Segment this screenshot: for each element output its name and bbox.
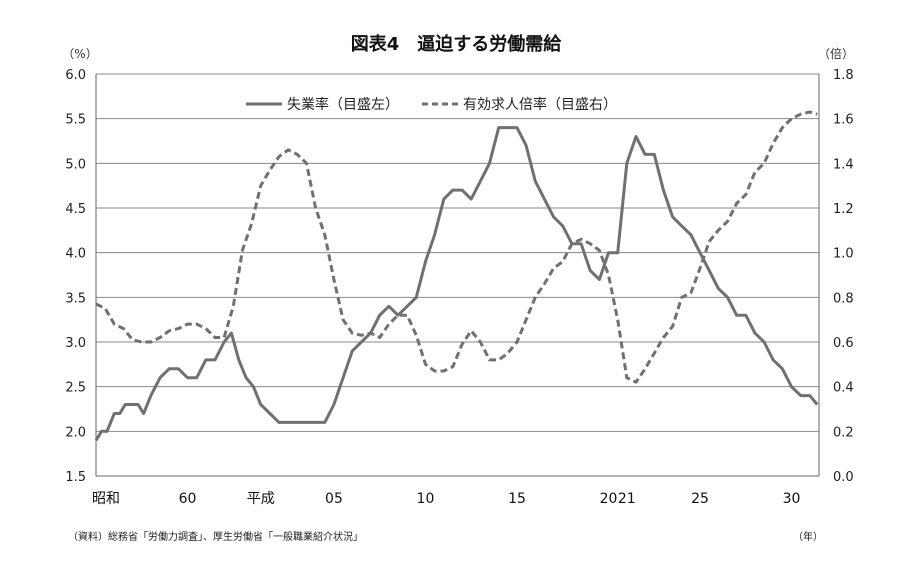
x-tick-label: 昭和 — [92, 491, 120, 507]
x-tick-label: 20 — [600, 491, 618, 507]
x-axis-ticks: 昭和 60 平成 05 10 15 20 21 25 30 — [92, 491, 800, 507]
legend-label-job-ratio: 有効求人倍率（目盛右） — [463, 96, 617, 113]
left-axis-ticks: 6.0 5.5 5.0 4.5 4.0 3.5 3.0 2.5 2.0 1.5 — [65, 68, 86, 485]
left-tick-label: 1.5 — [65, 470, 86, 485]
left-axis-unit: （%） — [62, 47, 97, 61]
right-tick-label: 1.6 — [833, 113, 854, 128]
job-openings-ratio-line — [95, 110, 818, 384]
right-tick-label: 1.0 — [833, 247, 854, 262]
right-tick-label: 0.0 — [833, 470, 854, 485]
x-tick-label: 15 — [508, 491, 526, 507]
left-tick-label: 5.5 — [65, 113, 86, 128]
right-tick-label: 0.6 — [833, 336, 854, 351]
grid-lines — [95, 73, 820, 477]
right-tick-label: 0.8 — [833, 291, 854, 306]
left-tick-label: 3.0 — [65, 336, 86, 351]
x-tick-label: 10 — [417, 491, 435, 507]
x-axis-unit: （年） — [793, 530, 823, 543]
right-tick-label: 1.2 — [833, 202, 854, 217]
x-tick-label: 平成 — [247, 491, 275, 507]
right-tick-label: 0.4 — [833, 381, 854, 396]
right-tick-label: 1.8 — [833, 68, 854, 83]
source-note: （資料）総務省「労働力調査」、厚生労働省「一般職業紹介状況」 — [68, 530, 363, 543]
right-axis-unit: （倍） — [818, 46, 854, 61]
series-lines — [94, 110, 819, 442]
legend: 失業率（目盛左） 有効求人倍率（目盛右） — [246, 96, 617, 113]
right-tick-label: 0.2 — [833, 425, 854, 440]
x-tick-label: 60 — [179, 491, 197, 507]
legend-label-unemployment: 失業率（目盛左） — [287, 96, 399, 113]
left-tick-label: 5.0 — [65, 157, 86, 172]
right-axis-ticks: 1.8 1.6 1.4 1.2 1.0 0.8 0.6 0.4 0.2 0.0 — [833, 68, 854, 485]
left-tick-label: 2.0 — [65, 425, 86, 440]
x-tick-label: 25 — [691, 491, 709, 507]
left-tick-label: 4.0 — [65, 247, 86, 262]
left-tick-label: 4.5 — [65, 202, 86, 217]
left-tick-label: 2.5 — [65, 381, 86, 396]
x-tick-label: 21 — [618, 491, 636, 507]
left-tick-label: 3.5 — [65, 291, 86, 306]
x-tick-label: 30 — [783, 491, 801, 507]
x-tick-label: 05 — [325, 491, 343, 507]
left-tick-label: 6.0 — [65, 68, 86, 83]
right-tick-label: 1.4 — [833, 157, 854, 172]
chart-title: 図表4 逼迫する労働需給 — [351, 33, 563, 55]
unemployment-rate-line — [94, 126, 819, 442]
